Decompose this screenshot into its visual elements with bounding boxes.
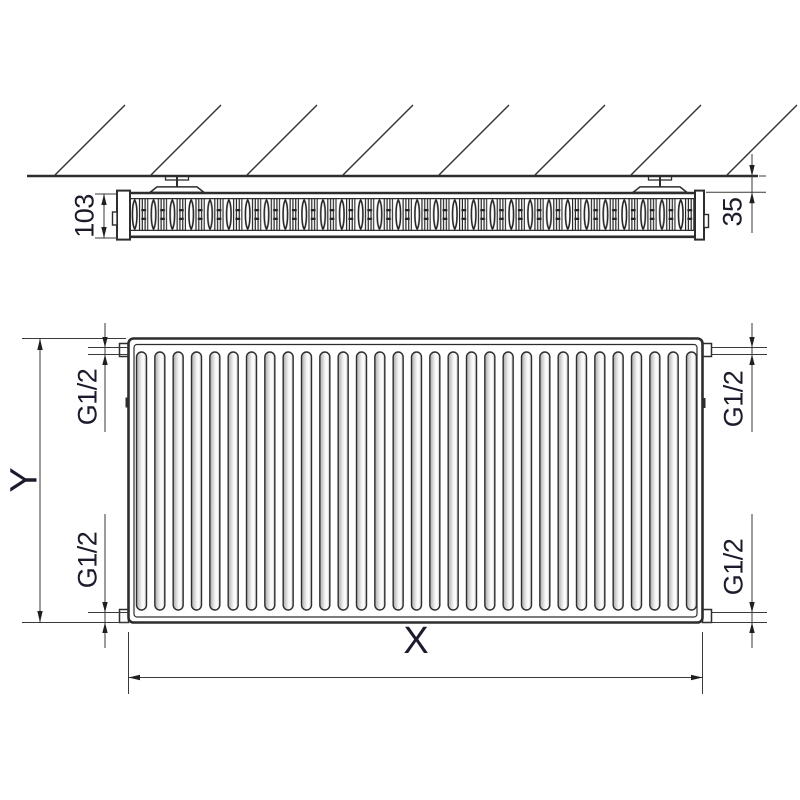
hatch-line xyxy=(342,104,414,176)
thread-label-top-right: G1/2 xyxy=(718,371,748,428)
panel-groove xyxy=(594,351,606,611)
thread-label-top-left: G1/2 xyxy=(72,369,102,426)
dimension-thread-bottom-right: G1/2 xyxy=(711,514,767,648)
height-dimension-label: Y xyxy=(3,467,45,492)
panel-groove xyxy=(172,351,184,611)
wall-hatching xyxy=(54,104,798,176)
left-end-cap xyxy=(116,189,131,241)
convector-fins xyxy=(130,199,695,230)
mounting-bracket-left xyxy=(149,175,205,194)
panel-groove xyxy=(300,351,313,611)
panel-groove xyxy=(392,351,404,611)
connection-boss-bottom-right xyxy=(701,608,713,624)
dimension-thread-top-left: G1/2 xyxy=(72,323,129,432)
connection-boss-bottom-left xyxy=(118,608,130,624)
hatch-line xyxy=(246,104,318,176)
dimension-thread-bottom-left: G1/2 xyxy=(72,514,129,648)
radiator-top-view xyxy=(111,189,710,241)
panel-groove xyxy=(410,351,423,611)
panel-groove xyxy=(319,351,331,611)
panel-groove xyxy=(484,351,496,611)
hatch-line xyxy=(630,104,702,176)
panel-groove xyxy=(667,351,679,611)
dimension-thread-top-right: G1/2 xyxy=(711,323,767,432)
panel-groove xyxy=(447,351,459,611)
hatch-line xyxy=(726,104,798,176)
mounting-bracket-right xyxy=(632,175,688,194)
panel-groove xyxy=(520,351,533,611)
right-end-cap xyxy=(694,189,705,241)
width-dimension-label: X xyxy=(403,620,428,662)
front-panel-grooves xyxy=(135,351,698,611)
panel-groove xyxy=(685,351,698,611)
dimension-wall-distance-35: 35 xyxy=(706,154,766,233)
hatch-line xyxy=(150,104,222,176)
hatch-line xyxy=(438,104,510,176)
panel-groove xyxy=(374,351,386,611)
panel-groove xyxy=(630,351,643,611)
wall-distance-dimension-label: 35 xyxy=(717,197,747,226)
right-side-nub xyxy=(702,398,706,408)
left-connection-stub xyxy=(111,211,118,226)
panel-groove xyxy=(245,351,258,611)
panel-groove xyxy=(282,351,294,611)
panel-groove xyxy=(135,351,148,611)
top-view-section: 103 35 xyxy=(27,104,798,241)
panel-groove xyxy=(649,351,661,611)
panel-groove xyxy=(209,351,221,611)
thread-label-bottom-right: G1/2 xyxy=(718,539,748,596)
depth-dimension-label: 103 xyxy=(69,194,99,238)
panel-groove xyxy=(264,351,276,611)
hatch-line xyxy=(54,104,126,176)
right-connection-stub xyxy=(703,213,710,229)
panel-groove xyxy=(429,351,441,611)
left-side-nub xyxy=(125,397,129,408)
panel-groove xyxy=(612,351,624,611)
panel-groove xyxy=(502,351,514,611)
panel-groove xyxy=(337,351,349,611)
panel-groove xyxy=(190,351,203,611)
dimension-width-x: X xyxy=(128,620,703,694)
thread-label-bottom-left: G1/2 xyxy=(72,532,102,589)
panel-groove xyxy=(539,351,551,611)
connection-boss-top-right xyxy=(701,342,713,358)
panel-groove xyxy=(575,351,588,611)
front-view: Y X G1/2 G1/2 xyxy=(3,323,767,694)
panel-groove xyxy=(465,351,478,611)
dimension-depth-103: 103 xyxy=(69,193,118,239)
dimension-height-y: Y xyxy=(3,338,126,623)
panel-groove xyxy=(154,351,166,611)
panel-groove xyxy=(355,351,368,611)
panel-groove xyxy=(557,351,569,611)
hatch-line xyxy=(534,104,606,176)
panel-groove xyxy=(227,351,239,611)
